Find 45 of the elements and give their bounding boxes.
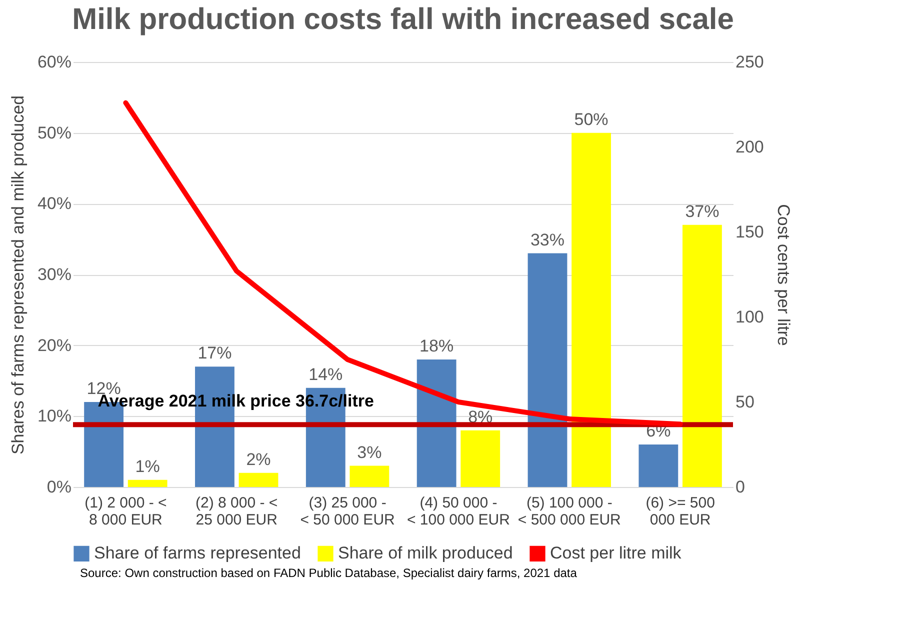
- y2-tick-label: 250: [736, 52, 764, 72]
- legend-label: Share of farms represented: [94, 544, 301, 563]
- y-tick-label: 50%: [37, 123, 72, 142]
- x-tick-label: (6) >= 500 000 EUR: [646, 494, 715, 528]
- x-tick-label: (3) 25 000 - < 50 000 EUR: [300, 494, 396, 528]
- y2-tick-label: 0: [736, 478, 745, 496]
- y-tick-label: 20%: [37, 336, 72, 355]
- data-label: 1%: [135, 456, 160, 476]
- y-tick-label: 40%: [37, 194, 72, 214]
- bar: [528, 253, 568, 487]
- y-tick-label: 30%: [37, 265, 72, 284]
- y2-axis-title: Cost cents per litre: [774, 204, 793, 346]
- data-label: 17%: [198, 344, 232, 363]
- x-tick-label: (1) 2 000 - < 8 000 EUR: [84, 494, 167, 528]
- bar: [350, 466, 390, 487]
- data-label: 8%: [468, 407, 493, 426]
- bar: [572, 132, 611, 487]
- bar: [416, 360, 456, 487]
- x-tick-label: (5) 100 000 - < 500 000 EUR: [518, 494, 622, 528]
- y-tick-label: 10%: [37, 406, 72, 426]
- y2-tick-label: 50: [736, 392, 754, 412]
- data-label: 33%: [530, 230, 565, 250]
- data-label: 2%: [246, 450, 271, 469]
- bar: [128, 480, 168, 487]
- data-label: 3%: [357, 442, 382, 462]
- bar: [638, 444, 678, 487]
- data-label: 18%: [420, 336, 454, 356]
- source-note: Source: Own construction based on FADN Public Database, Specialist dairy farms, 2021 data: [80, 566, 578, 580]
- y-tick-label: 60%: [37, 52, 72, 72]
- y2-tick-label: 200: [736, 138, 764, 156]
- y2-tick-label: 150: [736, 222, 764, 242]
- data-label: 37%: [685, 202, 720, 221]
- data-label: 14%: [308, 364, 343, 384]
- y-axis-title: Shares of farms represented and milk produced: [8, 95, 28, 455]
- y2-tick-label: 100: [736, 308, 764, 326]
- legend-label: Cost per litre milk: [550, 544, 682, 563]
- x-tick-label: (4) 50 000 - < 100 000 EUR: [406, 494, 510, 528]
- data-label: 50%: [574, 110, 608, 129]
- legend-label: Share of milk produced: [338, 544, 513, 563]
- x-tick-label: (2) 8 000 - < 25 000 EUR: [196, 494, 278, 528]
- bar: [460, 430, 500, 487]
- chart-title: Milk production costs fall with increased scale: [72, 3, 734, 36]
- bar: [238, 472, 278, 487]
- y-tick-label: 0%: [46, 478, 72, 496]
- bar: [682, 224, 722, 487]
